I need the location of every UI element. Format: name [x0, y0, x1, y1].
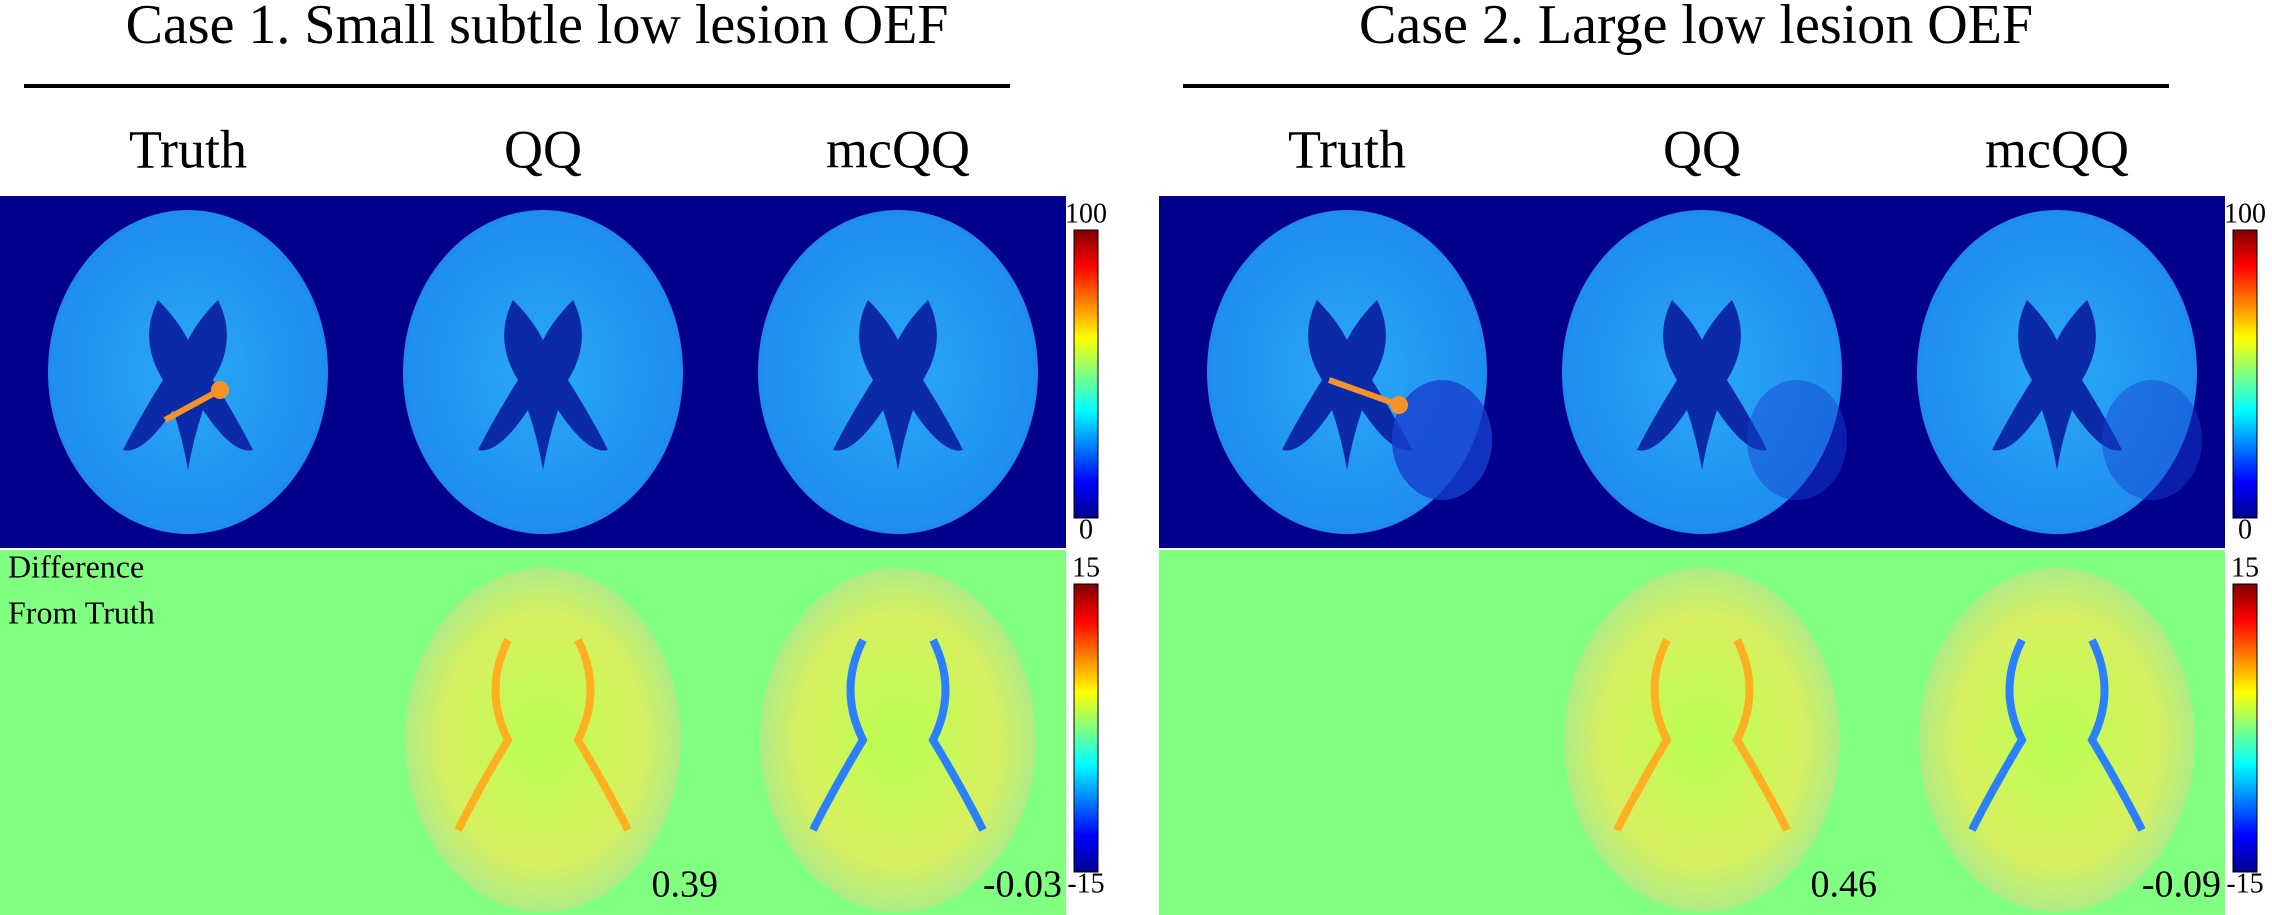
colorbar-min: -15	[2226, 868, 2263, 899]
column-label: Truth	[129, 119, 247, 179]
diff-value: 0.46	[1811, 864, 1878, 906]
diff-map	[1564, 568, 1840, 912]
diff-structure	[1968, 638, 2146, 832]
oef-map	[758, 210, 1038, 534]
oef-map	[1562, 210, 1847, 534]
diff-map	[1919, 568, 2195, 912]
ventricle	[1992, 300, 2122, 470]
oef-map	[403, 210, 683, 534]
ventricle	[1637, 300, 1767, 470]
column-label: QQ	[504, 119, 582, 179]
diff-value: -0.03	[983, 864, 1062, 906]
diff-value: -0.09	[2142, 864, 2221, 906]
diff-structure	[1613, 638, 1791, 832]
diff-structure	[809, 638, 987, 832]
column-label: mcQQ	[826, 119, 970, 179]
oef-colorbar	[2232, 229, 2258, 519]
lesion	[2102, 380, 2202, 500]
oef-map	[48, 210, 328, 534]
arrow	[1327, 377, 1401, 408]
colorbar-min: 0	[1079, 514, 1093, 545]
colorbar-max: 15	[1072, 552, 1100, 583]
diff-colorbar	[1073, 583, 1099, 873]
oef-map	[1917, 210, 2202, 534]
colorbar-max: 100	[1065, 198, 1107, 229]
ventricle	[833, 300, 963, 470]
column-label: QQ	[1663, 119, 1741, 179]
arrow-head	[211, 381, 229, 399]
diff-map	[760, 568, 1036, 912]
colorbar-max: 15	[2231, 552, 2259, 583]
column-label: Truth	[1288, 119, 1406, 179]
diff-label: From Truth	[8, 594, 155, 630]
diff-label: Difference	[8, 548, 144, 584]
oef-map	[1207, 210, 1492, 534]
diff-colorbar	[2232, 583, 2258, 873]
colorbar-min: 0	[2238, 514, 2252, 545]
lesion	[1392, 380, 1492, 500]
ventricle	[478, 300, 608, 470]
arrow-head	[1390, 396, 1408, 414]
arrow	[163, 387, 222, 423]
diff-value: 0.39	[652, 864, 719, 906]
diff-structure	[454, 638, 632, 832]
case-title: Case 2. Large low lesion OEF	[1359, 0, 2033, 56]
diff-map	[405, 568, 681, 912]
ventricle	[123, 300, 253, 470]
column-label: mcQQ	[1985, 119, 2129, 179]
colorbar-min: -15	[1067, 868, 1104, 899]
case-title: Case 1. Small subtle low lesion OEF	[126, 0, 949, 56]
oef-colorbar	[1073, 229, 1099, 519]
lesion	[1747, 380, 1847, 500]
colorbar-max: 100	[2224, 198, 2266, 229]
